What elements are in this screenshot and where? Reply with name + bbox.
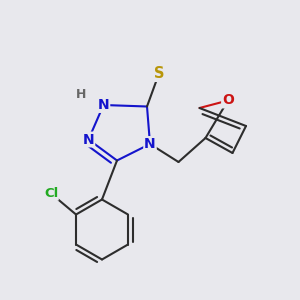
Text: S: S <box>154 66 164 81</box>
Text: H: H <box>76 88 86 101</box>
Text: Cl: Cl <box>44 187 58 200</box>
Text: O: O <box>222 94 234 107</box>
Text: N: N <box>144 137 156 151</box>
Text: N: N <box>98 98 109 112</box>
Text: N: N <box>83 133 94 146</box>
